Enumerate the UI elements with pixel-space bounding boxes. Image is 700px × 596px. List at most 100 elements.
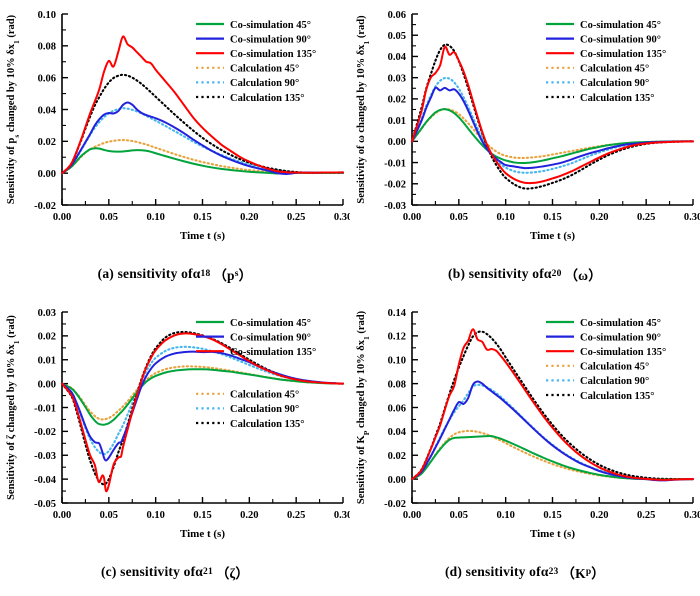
x-tick-label: 0.15 xyxy=(193,510,211,521)
series-group-c xyxy=(60,331,345,493)
y-tick-label: 0.06 xyxy=(388,10,406,21)
x-tick-label: 0.10 xyxy=(146,510,164,521)
plot-area-a: 0.00 0.05 0.10 0.15 0.20 0.25 0.30 -0.02 0.00 0.0… xyxy=(0,0,350,250)
panel-b: 0.00 0.05 0.10 0.15 0.20 0.25 0.30 -0.03 -0.02 -0… xyxy=(350,0,700,298)
series-line-cosim135 xyxy=(411,328,694,481)
legend-a: Co-simulation 45° Co-simulation 90° Co-sim… xyxy=(196,20,316,104)
legend-d: Co-simulation 45° Co-simulation 90° Co-sim… xyxy=(546,318,666,402)
caption-subscript: 18 xyxy=(200,269,211,279)
x-tick-label: 0.25 xyxy=(287,510,305,521)
series-line-calc135 xyxy=(410,43,695,190)
legend-label-calc90: Calculation 90° xyxy=(230,404,299,415)
svg-text:Sensitivity of ps changed by 1: Sensitivity of ps changed by 10% δx1 (ra… xyxy=(6,14,21,204)
y-tick-label: 0.10 xyxy=(38,10,56,21)
x-tick-label: 0.30 xyxy=(684,510,700,521)
x-tick-label: 0.00 xyxy=(403,510,421,521)
legend-label-calc45: Calculation 45° xyxy=(230,64,299,75)
caption-subscript: 23 xyxy=(548,567,559,577)
legend-label-calc135: Calculation 135° xyxy=(580,391,655,402)
y-tick-label: 0.00 xyxy=(388,137,406,148)
x-tick-label: 0.05 xyxy=(100,212,118,223)
caption-text: (a) sensitivity of xyxy=(97,266,193,281)
svg-text:Sensitivity of ζ changed by 10: Sensitivity of ζ changed by 10% δx1 (rad… xyxy=(6,315,21,500)
y-tick-label: 0.04 xyxy=(38,105,57,116)
ticks-c: 0.00 0.05 0.10 0.15 0.20 0.25 0.30 -0.05 -0.04 -0… xyxy=(34,308,350,521)
y-tick-label: 0.02 xyxy=(388,95,406,106)
x-axis-label: Time t (s) xyxy=(180,528,225,540)
x-tick-label: 0.00 xyxy=(53,510,71,521)
y-tick-label: -0.05 xyxy=(34,499,56,510)
x-tick-label: 0.30 xyxy=(334,510,350,521)
series-line-calc90 xyxy=(60,107,345,175)
x-tick-label: 0.00 xyxy=(53,212,71,223)
caption-subscript: s xyxy=(234,269,239,279)
y-tick-label: -0.02 xyxy=(34,201,56,212)
y-tick-label: -0.02 xyxy=(384,180,406,191)
y-tick-label: 0.03 xyxy=(38,308,56,319)
plot-area-b: 0.00 0.05 0.10 0.15 0.20 0.25 0.30 -0.03 -0.02 -0… xyxy=(350,0,700,250)
panel-d: 0.00 0.05 0.10 0.15 0.20 0.25 0.30 -0.02 0.00 0.0… xyxy=(350,298,700,596)
y-tick-label: 0.04 xyxy=(388,52,407,63)
series-line-cosim135 xyxy=(61,35,344,175)
series-line-cosim135 xyxy=(61,332,344,493)
subcaption-a: (a) sensitivity of α 18 （p s） xyxy=(0,250,350,298)
y-tick-label: 0.02 xyxy=(38,137,56,148)
series-group-b xyxy=(410,43,695,190)
x-tick-label: 0.05 xyxy=(100,510,118,521)
legend-c: Co-simulation 45° Co-simulation 90° Co-sim… xyxy=(196,318,316,430)
x-axis-label: Time t (s) xyxy=(530,230,575,242)
caption-subscript: p xyxy=(585,567,592,577)
subcaption-b: (b) sensitivity of α 20 （ω） xyxy=(350,250,700,298)
y-tick-label: 0.02 xyxy=(38,332,56,343)
series-line-calc45 xyxy=(410,107,695,159)
y-tick-label: 0.00 xyxy=(38,169,56,180)
plot-area-c: 0.00 0.05 0.10 0.15 0.20 0.25 0.30 -0.05 -0.04 -0… xyxy=(0,298,350,548)
legend-label-calc135: Calculation 135° xyxy=(230,93,305,104)
y-tick-label: 0.01 xyxy=(388,116,406,127)
legend-label-cosim45: Co-simulation 45° xyxy=(230,20,311,31)
series-line-cosim45 xyxy=(411,108,694,165)
legend-label-calc135: Calculation 135° xyxy=(580,93,655,104)
y-tick-label: -0.01 xyxy=(384,158,406,169)
chart-svg-a: 0.00 0.05 0.10 0.15 0.20 0.25 0.30-0.020.000.0… xyxy=(6,10,350,242)
y-tick-label: 0.06 xyxy=(388,403,406,414)
y-tick-label: 0.08 xyxy=(38,42,56,53)
x-tick-label: 0.20 xyxy=(240,212,258,223)
y-axis-label: Sensitivity of ps changed by 10% δx1 (ra… xyxy=(6,14,21,204)
y-axis-label: Sensitivity of KP changed by 10% δx1 (ra… xyxy=(356,310,371,504)
series-line-cosim135 xyxy=(411,45,694,185)
x-tick-label: 0.05 xyxy=(450,510,468,521)
legend-label-calc45: Calculation 45° xyxy=(230,390,299,401)
y-tick-label: 0.04 xyxy=(388,427,407,438)
chart-svg-b: 0.00 0.05 0.10 0.15 0.20 0.25 0.30 -0.03 -0.02 -0… xyxy=(356,10,700,242)
legend-label-cosim90: Co-simulation 90° xyxy=(580,332,661,343)
caption-text: ） xyxy=(238,268,253,283)
y-tick-label: -0.03 xyxy=(34,451,56,462)
caption-text: (d) sensitivity of xyxy=(444,564,541,579)
y-tick-label: -0.01 xyxy=(34,403,56,414)
x-tick-label: 0.10 xyxy=(496,510,514,521)
legend-label-calc135: Calculation 135° xyxy=(230,419,305,430)
y-tick-label: -0.02 xyxy=(384,499,406,510)
legend-label-calc90: Calculation 90° xyxy=(230,78,299,89)
y-tick-label: 0.00 xyxy=(388,475,406,486)
panel-a: 0.00 0.05 0.10 0.15 0.20 0.25 0.30 -0.02 0.00 0.0… xyxy=(0,0,350,298)
legend-label-cosim135: Co-simulation 135° xyxy=(580,49,666,60)
x-tick-label: 0.00 xyxy=(403,212,421,223)
series-line-cosim90 xyxy=(411,86,694,170)
legend-label-cosim135: Co-simulation 135° xyxy=(230,49,316,60)
x-tick-label: 0.20 xyxy=(240,510,258,521)
series-line-cosim45 xyxy=(61,368,344,426)
y-tick-label: -0.04 xyxy=(34,475,57,486)
legend-label-cosim45: Co-simulation 45° xyxy=(580,20,661,31)
subcaption-d: (d) sensitivity of α 23 （K p） xyxy=(350,548,700,596)
y-tick-label: 0.03 xyxy=(388,73,406,84)
series-line-cosim90 xyxy=(61,350,344,462)
caption-text: (b) sensitivity of xyxy=(448,266,544,281)
y-tick-label: -0.03 xyxy=(384,201,406,212)
legend-label-calc45: Calculation 45° xyxy=(580,64,649,75)
y-tick-label: 0.06 xyxy=(38,73,56,84)
caption-text: α xyxy=(195,564,204,579)
y-tick-label: 0.00 xyxy=(38,379,56,390)
